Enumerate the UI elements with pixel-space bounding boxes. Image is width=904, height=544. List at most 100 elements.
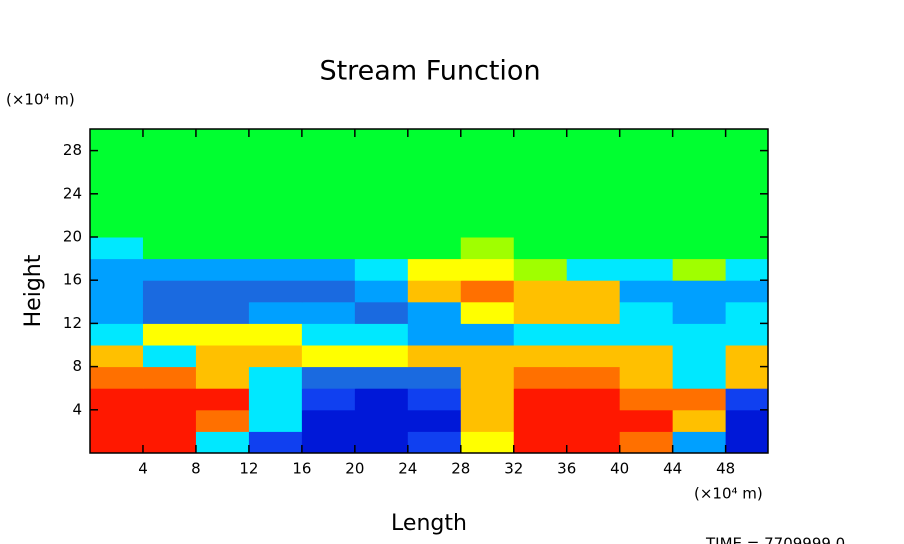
field-cell: [672, 431, 727, 454]
field-cell: [672, 345, 727, 368]
field-cell: [407, 258, 462, 281]
field-cell: [513, 323, 568, 346]
field-cell: [301, 366, 356, 389]
chart-title: Stream Function: [319, 56, 540, 87]
x-tick-label: 40: [610, 460, 629, 478]
field-cell: [619, 193, 674, 216]
field-cell: [90, 150, 144, 173]
x-unit: (×10⁴ m): [694, 485, 763, 503]
field-cell: [619, 280, 674, 303]
field-cell: [248, 193, 303, 216]
field-cell: [619, 237, 674, 260]
field-cell: [619, 388, 674, 411]
field-cell: [566, 323, 621, 346]
field-cell: [142, 301, 197, 324]
field-cell: [619, 150, 674, 173]
x-tick-label: 4: [138, 460, 148, 478]
y-tick-label: 8: [72, 357, 82, 375]
field-cell: [513, 388, 568, 411]
field-cell: [248, 280, 303, 303]
field-cell: [248, 150, 303, 173]
field-cell: [619, 431, 674, 454]
field-cell: [195, 215, 250, 238]
x-tick-label: 20: [345, 460, 364, 478]
field-cell: [725, 150, 769, 173]
field-cell: [407, 366, 462, 389]
field-cell: [619, 215, 674, 238]
field-cell: [301, 129, 356, 152]
field-cell: [566, 388, 621, 411]
field-cell: [672, 193, 727, 216]
x-tick-label: 24: [398, 460, 417, 478]
y-axis-label: Height: [21, 254, 46, 327]
field-cell: [566, 258, 621, 281]
field-cell: [90, 345, 144, 368]
field-cell: [513, 301, 568, 324]
field-cell: [460, 366, 515, 389]
field-cell: [460, 431, 515, 454]
field-cell: [725, 280, 769, 303]
field-cell: [619, 258, 674, 281]
field-cell: [354, 345, 409, 368]
field-cell: [142, 150, 197, 173]
y-tick-label: 12: [63, 314, 82, 332]
field-cell: [672, 258, 727, 281]
field-cell: [725, 172, 769, 195]
field-cell: [407, 301, 462, 324]
field-cell: [301, 388, 356, 411]
field-cell: [354, 301, 409, 324]
field-cell: [513, 193, 568, 216]
field-cell: [672, 172, 727, 195]
field-cell: [354, 323, 409, 346]
field-cell: [142, 388, 197, 411]
y-unit: (×10⁴ m): [6, 91, 75, 109]
field-cell: [407, 345, 462, 368]
field-cell: [513, 366, 568, 389]
field-cell: [354, 193, 409, 216]
field-cell: [460, 150, 515, 173]
field-cell: [142, 237, 197, 260]
field-cell: [513, 409, 568, 432]
field-cell: [195, 323, 250, 346]
y-tick-label: 16: [63, 271, 82, 289]
x-tick-label: 28: [451, 460, 470, 478]
field-cell: [619, 409, 674, 432]
field-cell: [90, 366, 144, 389]
field-cell: [460, 172, 515, 195]
field-cell: [460, 193, 515, 216]
field-cell: [195, 193, 250, 216]
field-cell: [672, 237, 727, 260]
field-cell: [354, 172, 409, 195]
field-cell: [407, 150, 462, 173]
field-cell: [195, 258, 250, 281]
field-cell: [195, 409, 250, 432]
field-cell: [90, 323, 144, 346]
field-cell: [513, 280, 568, 303]
field: [90, 129, 769, 454]
x-tick-label: 12: [239, 460, 258, 478]
field-cell: [195, 366, 250, 389]
field-cell: [460, 129, 515, 152]
field-cell: [566, 237, 621, 260]
x-tick-label: 48: [716, 460, 735, 478]
x-tick-label: 44: [663, 460, 682, 478]
field-cell: [513, 258, 568, 281]
field-cell: [90, 215, 144, 238]
field-cell: [142, 172, 197, 195]
field-cell: [195, 280, 250, 303]
field-cell: [354, 258, 409, 281]
field-cell: [248, 323, 303, 346]
field-cell: [513, 237, 568, 260]
field-cell: [460, 215, 515, 238]
field-cell: [407, 237, 462, 260]
field-cell: [672, 301, 727, 324]
field-cell: [354, 366, 409, 389]
field-cell: [248, 129, 303, 152]
field-cell: [90, 280, 144, 303]
field-cell: [301, 345, 356, 368]
field-cell: [195, 431, 250, 454]
field-cell: [513, 431, 568, 454]
y-tick-label: 28: [63, 141, 82, 159]
field-cell: [142, 258, 197, 281]
